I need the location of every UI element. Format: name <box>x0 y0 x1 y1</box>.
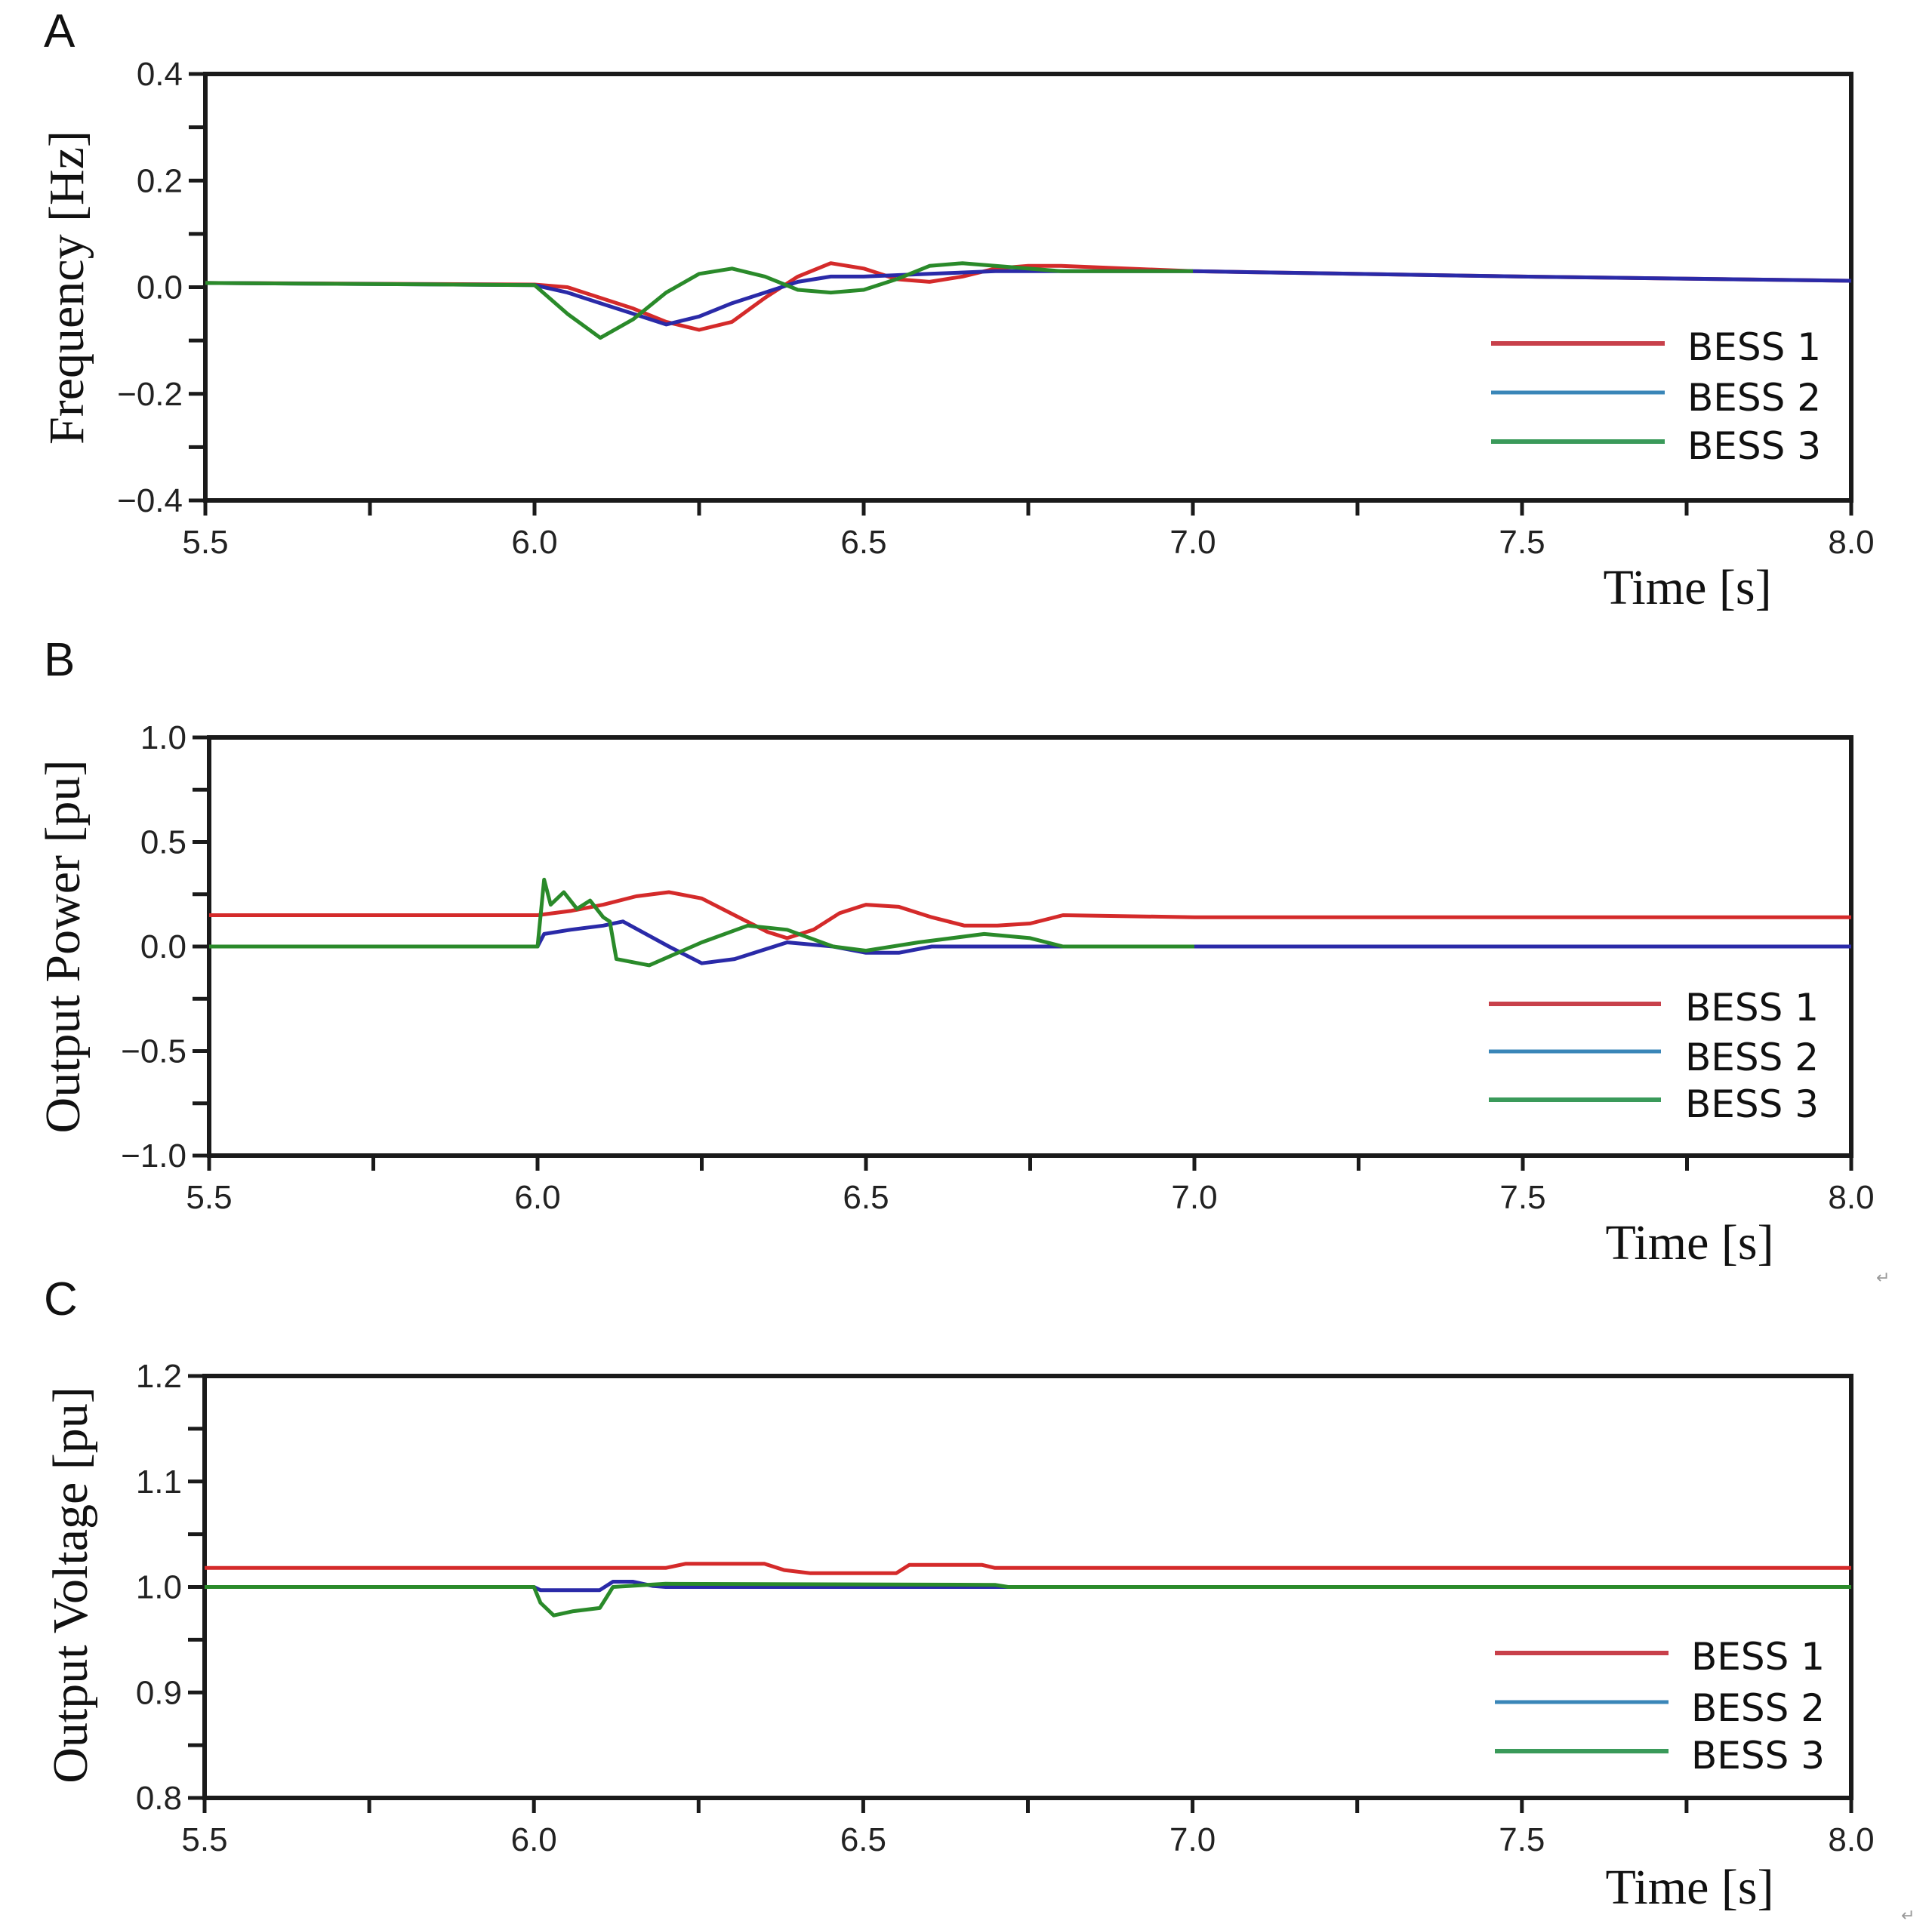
legend-label-bess-3: BESS 3 <box>1685 1082 1819 1126</box>
y-tick-label: −0.5 <box>121 1033 186 1070</box>
legend-label-bess-2: BESS 2 <box>1687 376 1821 420</box>
x-tick-label: 8.0 <box>1828 1821 1874 1858</box>
y-tick-label: −1.0 <box>121 1137 186 1174</box>
traces-c <box>205 1562 1851 1618</box>
legend-b: BESS 1 BESS 2 BESS 3 <box>1489 986 1819 1126</box>
y-tick-label: 0.5 <box>140 824 186 861</box>
x-tick-label: 7.5 <box>1499 1179 1545 1216</box>
series-line-bess-3 <box>209 877 1194 968</box>
x-tick-label: 6.5 <box>843 1179 889 1216</box>
y-tick-label: 1.0 <box>140 719 186 756</box>
return-mark: ↵ <box>1876 1269 1890 1288</box>
legend-label-bess-1: BESS 1 <box>1687 325 1821 369</box>
y-tick-label: 0.2 <box>137 162 183 199</box>
x-tick-label: 8.0 <box>1828 1179 1874 1216</box>
legend-a: BESS 1 BESS 2 BESS 3 <box>1491 325 1821 468</box>
x-tick-label: 5.5 <box>181 1821 227 1858</box>
legend-label-bess-3: BESS 3 <box>1691 1734 1825 1778</box>
x-tick-label: 6.0 <box>511 524 557 561</box>
series-line-bess-3 <box>205 261 1193 340</box>
y-tick-label: 0.0 <box>140 928 186 965</box>
series-line-bess-1 <box>205 1562 1851 1575</box>
x-tick-label: 7.5 <box>1499 524 1545 561</box>
x-tick-label: 6.5 <box>840 1821 886 1858</box>
y-tick-label: 0.9 <box>136 1674 182 1711</box>
x-tick-label: 7.5 <box>1499 1821 1545 1858</box>
series-line-bess-1 <box>209 890 1851 940</box>
y-tick-label: 0.0 <box>137 269 183 306</box>
panel-b: B Output Power [pu] Time [s] 1.0 0.5 0.0 −0… <box>35 634 1890 1288</box>
x-tick-label: 6.0 <box>514 1179 560 1216</box>
x-axis-title-b: Time [s] <box>1605 1215 1773 1270</box>
y-axis-title-a: Frequency [Hz] <box>39 131 94 445</box>
y-tick-label: 0.8 <box>136 1780 182 1817</box>
y-axis-title-c: Output Voltage [pu] <box>43 1387 98 1784</box>
legend-label-bess-1: BESS 1 <box>1685 986 1819 1030</box>
y-tick-label: −0.4 <box>117 482 183 519</box>
x-tick-label: 7.0 <box>1171 1179 1217 1216</box>
y-tick-label: 1.2 <box>136 1358 182 1395</box>
y-tick-label: 1.0 <box>136 1569 182 1606</box>
y-axis-title-b: Output Power [pu] <box>35 760 91 1134</box>
legend-label-bess-2: BESS 2 <box>1691 1686 1825 1730</box>
traces-a <box>205 261 1852 340</box>
panel-letter-c: C <box>44 1273 78 1325</box>
x-tick-label: 5.5 <box>186 1179 232 1216</box>
panel-c: C Output Voltage [pu] Time [s] 1.2 1.1 1.0… <box>43 1273 1915 1925</box>
series-line-bess-2 <box>209 919 1851 965</box>
legend-c: BESS 1 BESS 2 BESS 3 <box>1495 1635 1825 1778</box>
x-axis-title-c: Time [s] <box>1605 1860 1773 1915</box>
panel-letter-a: A <box>44 5 75 57</box>
x-tick-label: 8.0 <box>1828 524 1874 561</box>
x-axis-title-a: Time [s] <box>1603 560 1771 615</box>
series-line-bess-1 <box>205 261 1852 332</box>
panel-letter-b: B <box>44 634 75 686</box>
y-tick-label: 0.4 <box>137 56 183 93</box>
x-tick-label: 7.0 <box>1169 524 1216 561</box>
panel-a: A Frequency [Hz] Time [s] 0.4 0.2 0.0 −0.2 −… <box>39 5 1875 615</box>
legend-label-bess-3: BESS 3 <box>1687 424 1821 468</box>
x-tick-label: 5.5 <box>182 524 228 561</box>
traces-b <box>209 877 1851 968</box>
series-line-bess-3 <box>205 1581 1851 1618</box>
legend-label-bess-1: BESS 1 <box>1691 1635 1825 1679</box>
return-mark: ↵ <box>1901 1907 1915 1925</box>
y-tick-label: 1.1 <box>136 1464 182 1501</box>
x-tick-label: 6.0 <box>511 1821 557 1858</box>
legend-label-bess-2: BESS 2 <box>1685 1036 1819 1079</box>
axes-a: 0.4 0.2 0.0 −0.2 −0.4 5.5 6.0 6.5 7.0 7.5 8.0 <box>117 56 1874 561</box>
x-tick-label: 7.0 <box>1169 1821 1216 1858</box>
x-tick-label: 6.5 <box>840 524 886 561</box>
y-tick-label: −0.2 <box>117 376 183 413</box>
